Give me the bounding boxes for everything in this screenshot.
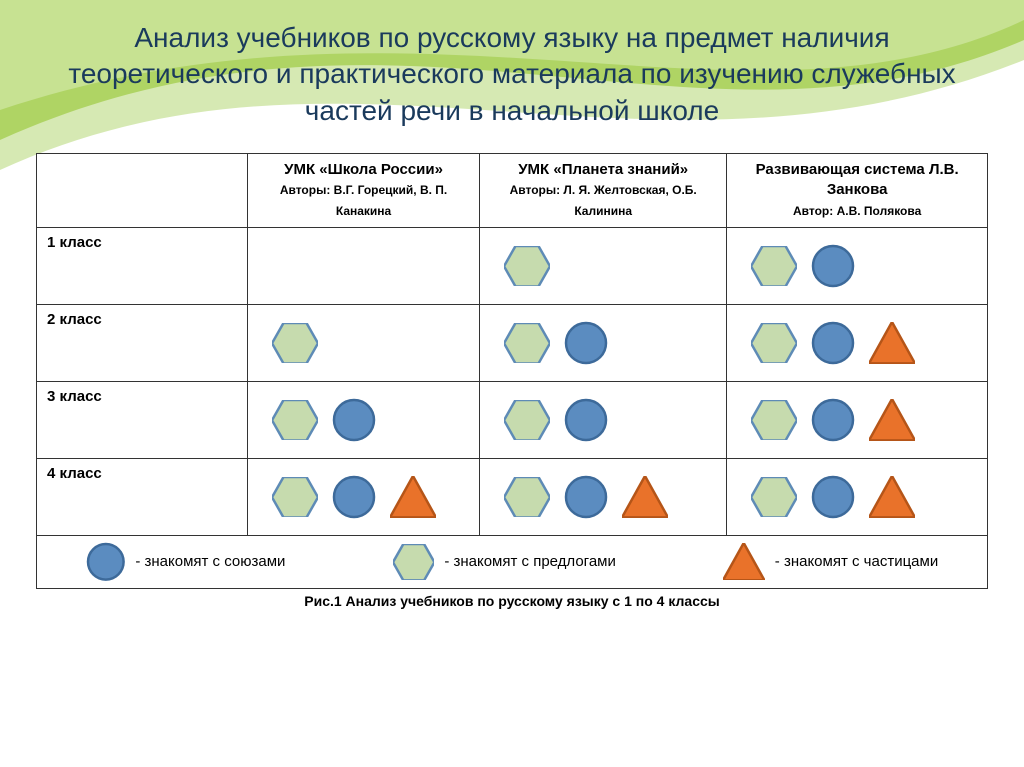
circle-icon xyxy=(564,321,608,365)
circle-icon xyxy=(811,244,855,288)
shape-cell xyxy=(727,458,988,535)
table-row: 4 класс xyxy=(37,458,988,535)
table-row: 3 класс xyxy=(37,381,988,458)
row-label: 4 класс xyxy=(37,458,248,535)
legend: - знакомят с союзами - знакомят с предлог… xyxy=(47,542,977,582)
circle-icon xyxy=(811,475,855,519)
circle-icon xyxy=(332,475,376,519)
header-col-1: УМК «Школа России» Авторы: В.Г. Горецкий… xyxy=(248,154,480,228)
hexagon-icon xyxy=(504,323,550,363)
circle-icon xyxy=(564,398,608,442)
header-col-2: УМК «Планета знаний» Авторы: Л. Я. Желто… xyxy=(480,154,727,228)
legend-item: - знакомят с союзами xyxy=(86,542,286,582)
hexagon-icon xyxy=(272,323,318,363)
triangle-icon xyxy=(869,322,915,363)
triangle-icon xyxy=(869,399,915,440)
shape-cell xyxy=(480,304,727,381)
header-authors: Авторы: Л. Я. Желтовская, О.Б. Калинина xyxy=(510,183,697,217)
header-title: Развивающая система Л.В. Занкова xyxy=(756,161,959,198)
circle-icon xyxy=(811,398,855,442)
header-title: УМК «Школа России» xyxy=(284,161,443,178)
table-header-row: УМК «Школа России» Авторы: В.Г. Горецкий… xyxy=(37,154,988,228)
legend-text: - знакомят с предлогами xyxy=(444,553,616,570)
shape-cell xyxy=(248,381,480,458)
page-title: Анализ учебников по русскому языку на пр… xyxy=(36,20,988,129)
shape-cell xyxy=(727,381,988,458)
hexagon-icon xyxy=(751,246,797,286)
triangle-icon xyxy=(869,476,915,517)
hexagon-icon xyxy=(751,323,797,363)
triangle-icon xyxy=(723,543,764,580)
legend-text: - знакомят с союзами xyxy=(135,553,285,570)
header-col-3: Развивающая система Л.В. Занкова Автор: … xyxy=(727,154,988,228)
legend-text: - знакомят с частицами xyxy=(775,553,938,570)
analysis-table: УМК «Школа России» Авторы: В.Г. Горецкий… xyxy=(36,153,988,588)
shape-cell xyxy=(248,304,480,381)
shape-cell xyxy=(248,227,480,304)
shape-cell xyxy=(480,458,727,535)
circle-icon xyxy=(564,475,608,519)
hexagon-icon xyxy=(504,477,550,517)
header-empty xyxy=(37,154,248,228)
header-authors: Автор: А.В. Полякова xyxy=(793,204,921,218)
shape-cell xyxy=(248,458,480,535)
row-label: 3 класс xyxy=(37,381,248,458)
header-title: УМК «Планета знаний» xyxy=(518,161,688,178)
legend-item: - знакомят с предлогами xyxy=(393,544,616,580)
legend-row: - знакомят с союзами - знакомят с предлог… xyxy=(37,535,988,588)
header-authors: Авторы: В.Г. Горецкий, В. П. Канакина xyxy=(280,183,447,217)
shape-cell xyxy=(480,227,727,304)
figure-caption: Рис.1 Анализ учебников по русскому языку… xyxy=(36,593,988,609)
hexagon-icon xyxy=(272,477,318,517)
triangle-icon xyxy=(622,476,668,517)
legend-item: - знакомят с частицами xyxy=(723,543,938,580)
shape-cell xyxy=(727,227,988,304)
row-label: 1 класс xyxy=(37,227,248,304)
shape-cell xyxy=(480,381,727,458)
circle-icon xyxy=(332,398,376,442)
hexagon-icon xyxy=(393,544,434,580)
hexagon-icon xyxy=(272,400,318,440)
hexagon-icon xyxy=(504,400,550,440)
row-label: 2 класс xyxy=(37,304,248,381)
table-row: 2 класс xyxy=(37,304,988,381)
circle-icon xyxy=(811,321,855,365)
shape-cell xyxy=(727,304,988,381)
triangle-icon xyxy=(390,476,436,517)
hexagon-icon xyxy=(751,400,797,440)
hexagon-icon xyxy=(504,246,550,286)
table-row: 1 класс xyxy=(37,227,988,304)
hexagon-icon xyxy=(751,477,797,517)
circle-icon xyxy=(86,542,126,582)
